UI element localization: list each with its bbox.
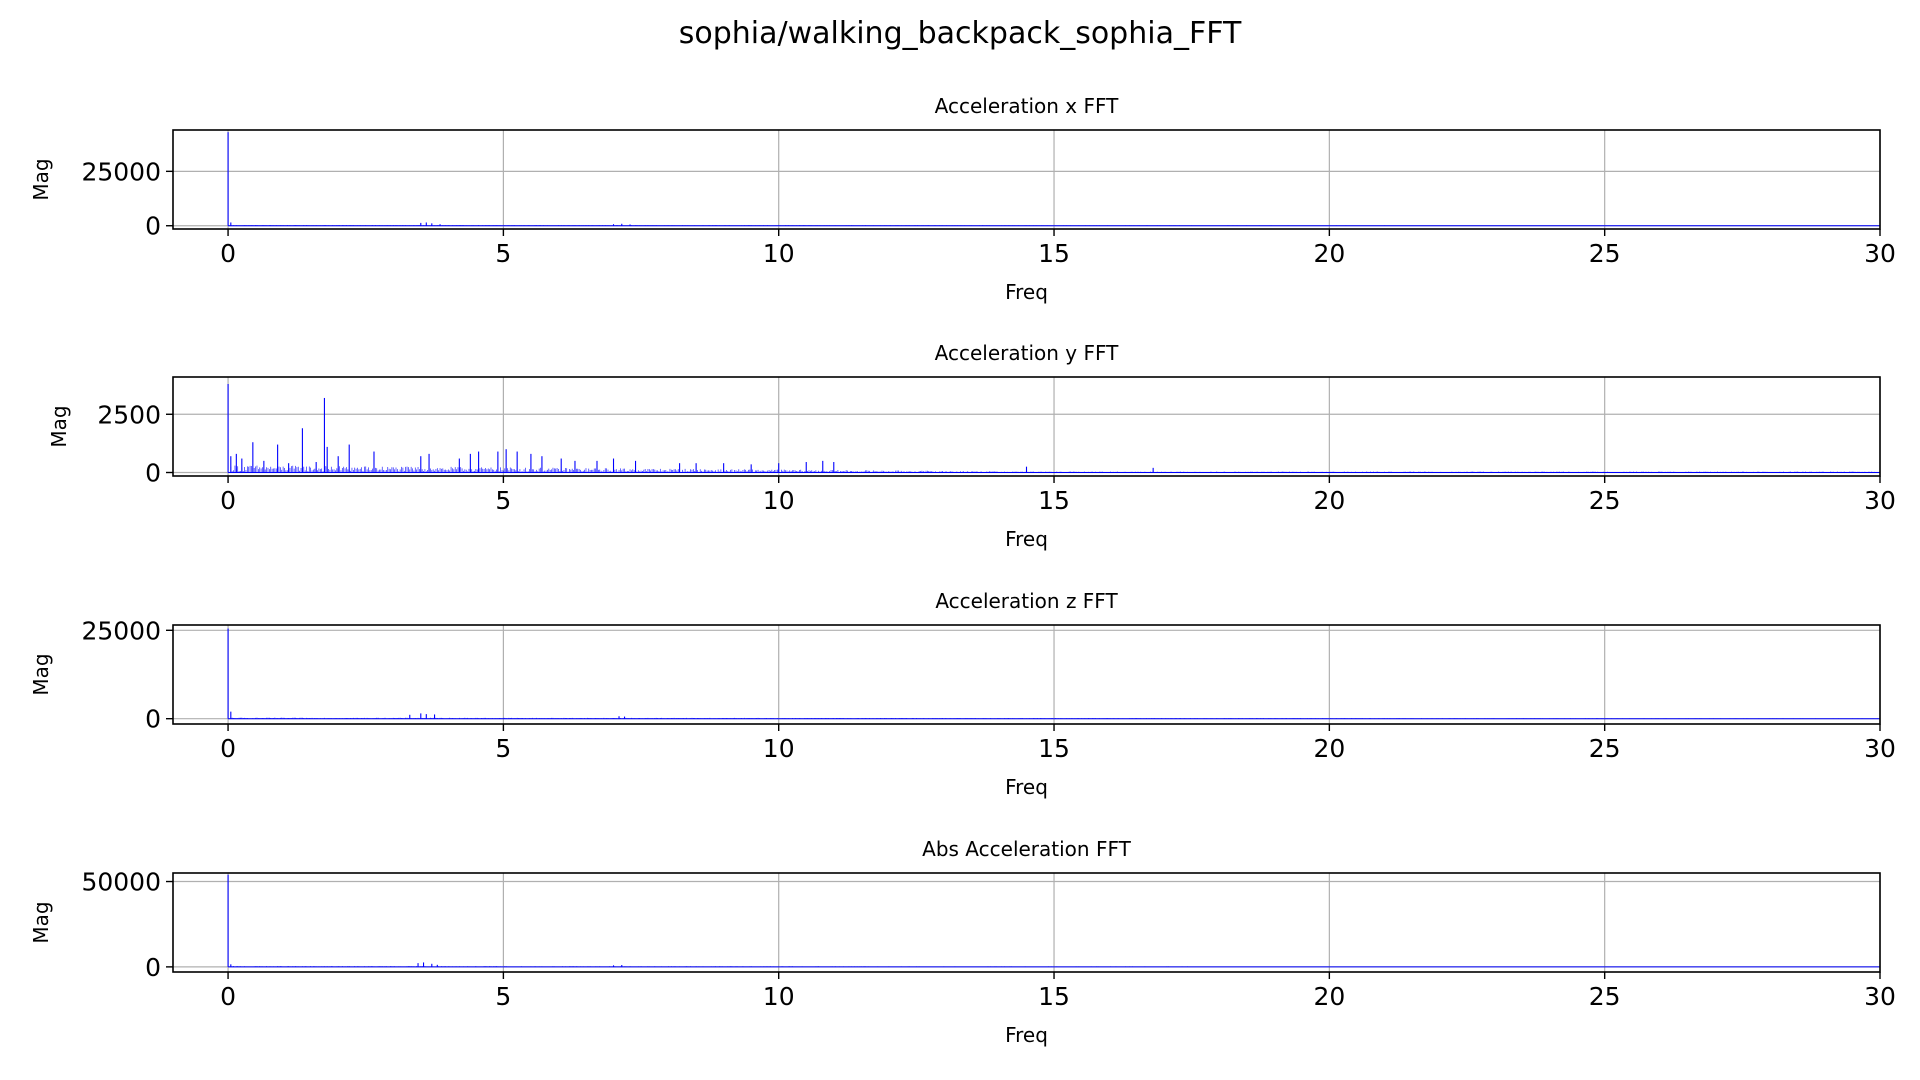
axes-frame [172,129,1881,230]
subplot-2: 0 5 10 15 20 25 30 0 2500 Acceleration y FFT Freq M… [47,341,1896,551]
y-axis-label: Mag [29,901,53,943]
subplot-3: 0 5 10 15 20 25 30 0 25000 Acceleration z FFT Freq… [29,589,1896,799]
x-tick-label: 10 [763,734,795,763]
series-fft-magnitude [227,132,1880,227]
x-tick-label: 20 [1313,486,1345,515]
axes-frame [172,872,1881,973]
subplot-4: 0 5 10 15 20 25 30 0 50000 Abs Acceleration FFT Fr… [29,837,1896,1047]
x-tick-label: 10 [763,982,795,1011]
x-tick-label: 15 [1038,486,1070,515]
x-tick-label: 5 [495,982,511,1011]
x-axis-label: Freq [1005,527,1048,551]
x-axis-label: Freq [1005,1023,1048,1047]
y-tick-label: 0 [145,953,161,982]
y-tick-label: 0 [145,459,161,488]
y-tick-label: 2500 [97,400,161,429]
x-tick-label: 5 [495,734,511,763]
x-tick-label: 5 [495,486,511,515]
x-tick-label: 30 [1864,239,1896,268]
subplot-title: Acceleration z FFT [935,589,1118,613]
x-tick-label: 0 [220,239,236,268]
x-tick-label: 10 [763,486,795,515]
x-tick-label: 25 [1589,734,1621,763]
x-axis-label: Freq [1005,775,1048,799]
subplot-title: Acceleration y FFT [935,341,1119,365]
subplot-1: 0 5 10 15 20 25 30 0 25000 Acceleration x FFT Freq… [29,94,1896,304]
x-tick-label: 30 [1864,734,1896,763]
series-fft-magnitude [227,874,1880,968]
x-tick-label: 15 [1038,982,1070,1011]
x-tick-label: 0 [220,982,236,1011]
x-tick-label: 20 [1313,734,1345,763]
y-axis-label: Mag [29,158,53,200]
x-tick-label: 0 [220,734,236,763]
x-axis-label: Freq [1005,280,1048,304]
axes-frame [172,624,1881,725]
y-tick-label: 0 [145,705,161,734]
y-axis-label: Mag [29,653,53,695]
y-tick-label: 25000 [81,157,161,186]
y-tick-label: 50000 [81,868,161,897]
x-tick-label: 20 [1313,239,1345,268]
series-fft-magnitude [227,628,1880,720]
x-tick-label: 10 [763,239,795,268]
x-tick-label: 30 [1864,982,1896,1011]
series-fft-magnitude [227,383,1880,474]
y-tick-label: 25000 [81,616,161,645]
x-tick-label: 25 [1589,486,1621,515]
y-tick-label: 0 [145,212,161,241]
y-axis-label: Mag [47,405,71,447]
x-tick-label: 5 [495,239,511,268]
x-tick-label: 20 [1313,982,1345,1011]
x-tick-label: 25 [1589,239,1621,268]
x-tick-label: 0 [220,486,236,515]
subplot-title: Abs Acceleration FFT [922,837,1131,861]
x-tick-label: 15 [1038,239,1070,268]
subplot-title: Acceleration x FFT [935,94,1119,118]
x-tick-label: 15 [1038,734,1070,763]
x-tick-label: 25 [1589,982,1621,1011]
axes-frame [172,376,1881,477]
x-tick-label: 30 [1864,486,1896,515]
figure-title: sophia/walking_backpack_sophia_FFT [678,16,1242,51]
